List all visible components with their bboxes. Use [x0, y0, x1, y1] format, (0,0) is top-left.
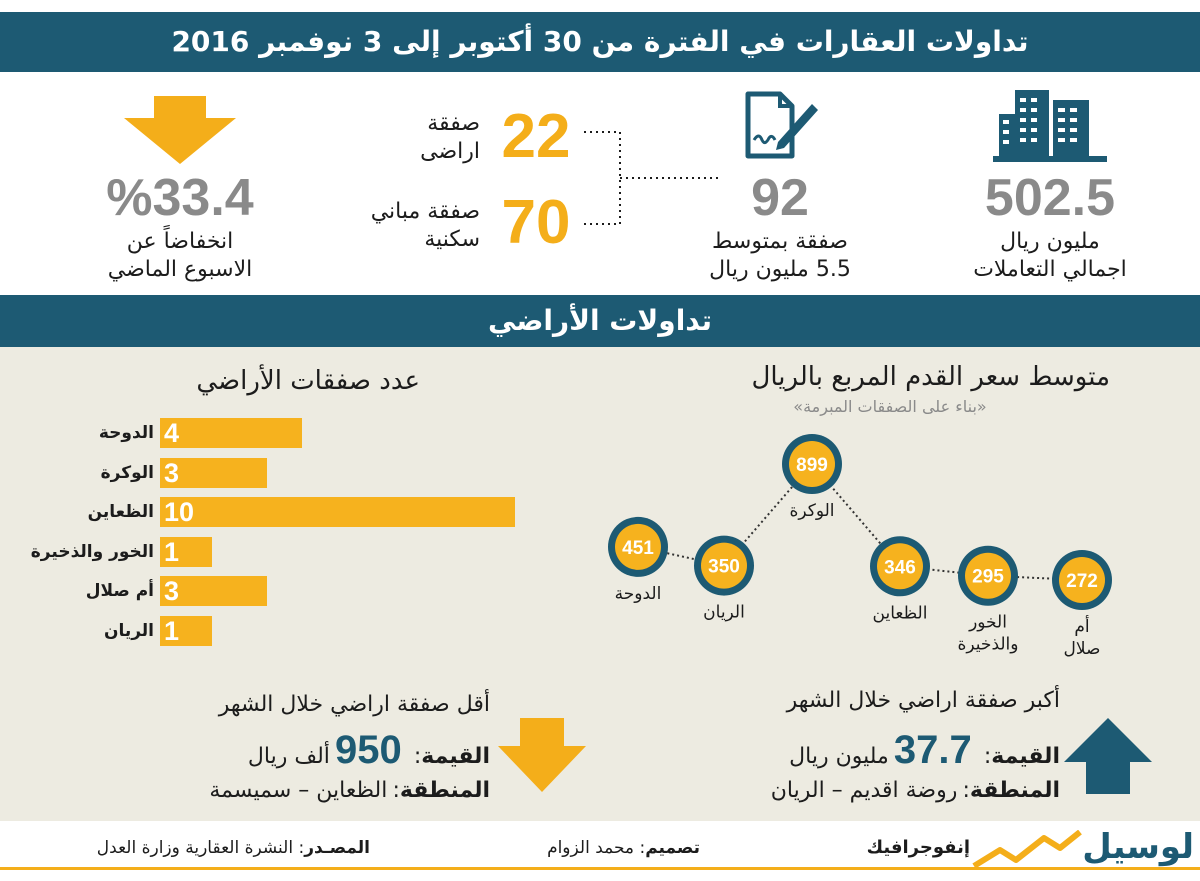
section-title: تداولات الأراضي — [0, 295, 1200, 347]
bar-category-label: الظعاين — [87, 502, 154, 523]
bar — [160, 497, 515, 528]
price-point-category-label: أم — [1074, 615, 1089, 637]
bar-category-label: الريان — [103, 621, 154, 641]
price-point-value-label: 350 — [708, 557, 740, 578]
price-chart-title: متوسط سعر القدم المربع بالريال — [751, 362, 1110, 392]
residential-deals-line2: سكنية — [424, 227, 480, 252]
total-label: اجمالي التعاملات — [973, 257, 1127, 282]
residential-deals-line1: صفقة مباني — [370, 199, 480, 224]
total-value: 502.5 — [984, 169, 1116, 227]
price-line-chart: 451 الدوحة 350 الريان 899 الوكرة 346 الظعاين 295… — [608, 434, 1112, 659]
bar-category-label: الدوحة — [98, 423, 154, 443]
price-point — [701, 542, 747, 589]
max-deal-area-row: المنطقة: روضة اقديم – الريان — [770, 778, 1060, 803]
price-point-category-label: الظعاين — [873, 603, 928, 623]
deals-line1: صفقة بمتوسط — [712, 229, 848, 254]
price-point-value-label: 272 — [1066, 571, 1098, 592]
max-deal-value-row: القيمة: 37.7 مليون ريال — [789, 728, 1060, 772]
bar — [160, 536, 212, 567]
bar-value-label: 4 — [164, 418, 180, 448]
min-deal-area-value: الظعاين – سميسمة — [209, 778, 388, 803]
footer-source-text: النشرة العقارية وزارة العدل — [96, 838, 294, 858]
logo: لوسيل — [1082, 827, 1194, 867]
contract-pen-icon — [745, 91, 818, 159]
change-line1: انخفاضاً عن — [126, 229, 234, 254]
price-point-category-label: والذخيرة — [958, 635, 1019, 655]
price-point — [789, 441, 835, 487]
min-deal-title: أقل صفقة اراضي خلال الشهر — [218, 692, 490, 717]
min-deal-value-unit: ألف ريال — [247, 744, 330, 769]
price-point-value-label: 451 — [622, 538, 654, 559]
footer-design-label: تصميم — [645, 838, 700, 858]
price-point — [965, 552, 1011, 599]
deals-value: 92 — [751, 169, 809, 227]
logo-zigzag-icon — [972, 830, 1082, 869]
buildings-icon — [993, 90, 1107, 162]
max-deal-value-unit: مليون ريال — [789, 744, 889, 769]
max-deal-up-arrow-icon — [1064, 718, 1152, 794]
min-deal-value-number: 950 — [335, 728, 402, 772]
footer-source-label: المصـدر — [304, 838, 370, 858]
min-deal-down-arrow-icon — [498, 718, 586, 792]
bar-value-label: 3 — [164, 576, 180, 607]
footer-designer: محمد الزوام — [547, 838, 635, 858]
price-point-value-label: 346 — [884, 557, 916, 578]
footer-design: تصميم: محمد الزوام — [547, 838, 700, 858]
land-count-chart-title: عدد صفقات الأراضي — [196, 366, 420, 396]
price-point-category-label: الريان — [703, 603, 745, 623]
page-title: تداولات العقارات في الفترة من 30 أكتوبر … — [0, 12, 1200, 72]
price-point — [877, 543, 923, 590]
price-point — [1059, 557, 1105, 603]
min-deal-area-row: المنطقة: الظعاين – سميسمة — [209, 778, 490, 803]
bar-category-label: الخور والذخيرة — [30, 541, 154, 562]
deals-line2: 5.5 مليون ريال — [709, 257, 851, 282]
min-deal-area-label: المنطقة — [399, 778, 490, 803]
price-point-category-label: الدوحة — [615, 584, 662, 604]
price-point — [615, 523, 661, 570]
bar — [160, 616, 212, 646]
bar — [160, 418, 302, 448]
bar-value-label: 1 — [164, 616, 180, 646]
change-value: %33.4 — [106, 169, 254, 227]
footer-section: إنفوجرافيك — [866, 837, 970, 858]
footer-source: المصـدر: النشرة العقارية وزارة العدل — [96, 838, 370, 858]
price-point-category-label: الخور — [968, 613, 1007, 633]
land-deals-line2: اراضى — [420, 139, 480, 164]
bar-value-label: 3 — [164, 457, 180, 488]
max-deal-area-value: روضة اقديم – الريان — [770, 778, 958, 803]
max-deal-value-label: القيمة — [991, 744, 1060, 769]
down-arrow-icon — [124, 96, 236, 164]
bar — [160, 576, 267, 607]
bar — [160, 457, 267, 488]
dotted-connector — [584, 131, 718, 225]
land-count-bar-chart: 4 الدوحة 3 الوكرة 10 الظعاين 1 الخور والذخيرة 3 أ… — [0, 0, 600, 700]
max-deal-value-number: 37.7 — [893, 728, 972, 772]
max-deal-title: أكبر صفقة اراضي خلال الشهر — [786, 688, 1060, 713]
land-deals-value: 22 — [501, 102, 571, 171]
max-deal-area-label: المنطقة — [969, 778, 1060, 803]
bar-category-label: الوكرة — [100, 462, 154, 483]
bar-category-label: أم صلال — [85, 581, 154, 602]
land-deals-line1: صفقة — [427, 111, 480, 136]
price-point-value-label: 295 — [972, 567, 1004, 588]
change-line2: الاسبوع الماضي — [107, 257, 253, 282]
bar-value-label: 10 — [164, 497, 195, 528]
price-point-category-label: الوكرة — [789, 501, 834, 521]
min-deal-value-row: القيمة: 950 ألف ريال — [247, 728, 490, 772]
price-point-value-label: 899 — [796, 455, 828, 476]
price-point-category-label: صلال — [1064, 639, 1101, 659]
min-deal-value-label: القيمة — [421, 744, 490, 769]
bar-value-label: 1 — [164, 536, 180, 567]
footer-divider — [0, 867, 1200, 870]
total-unit: مليون ريال — [1000, 229, 1100, 254]
price-chart-subtitle: «بناء على الصفقات المبرمة» — [793, 397, 987, 416]
residential-deals-value: 70 — [501, 188, 571, 257]
